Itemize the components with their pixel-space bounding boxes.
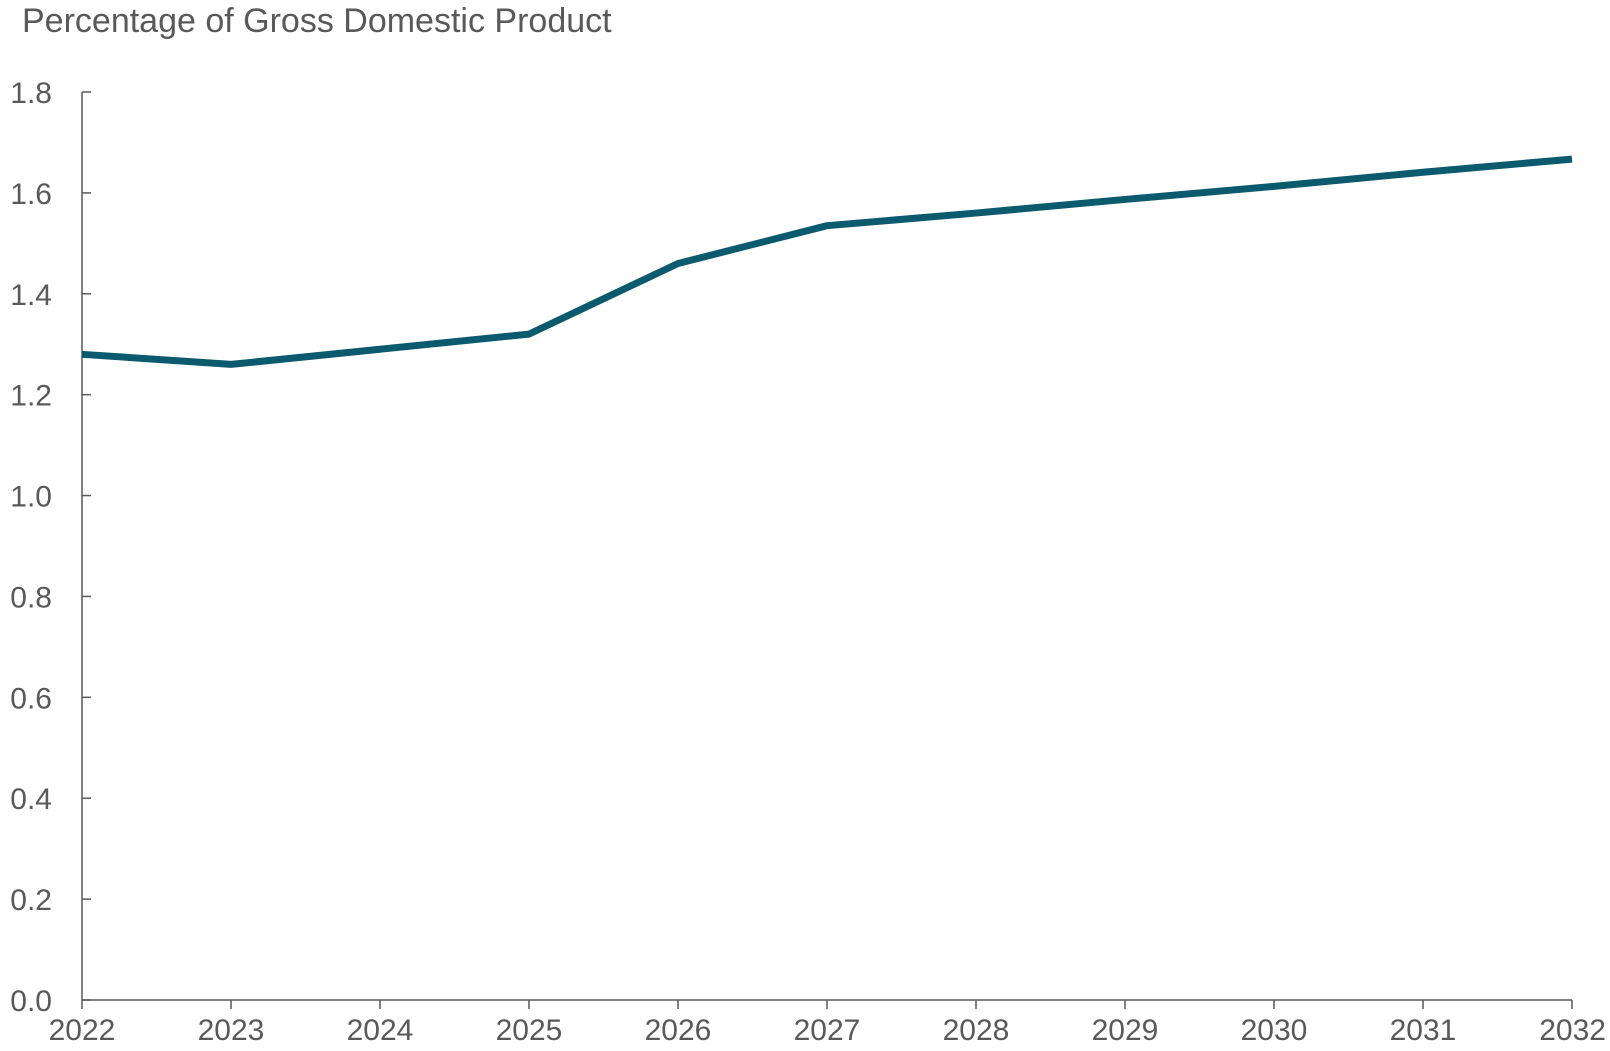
x-tick-label: 2032 [1539, 1014, 1606, 1047]
x-tick-label: 2028 [943, 1014, 1010, 1047]
x-tick-label: 2031 [1390, 1014, 1457, 1047]
y-axis: 0.0 0.2 0.4 0.6 0.8 1.0 1.2 1.4 1.6 1.8 [10, 77, 91, 1018]
y-tick-label: 0.0 [10, 985, 52, 1018]
x-axis: 2022 2023 2024 2025 2026 2027 2028 2029 2030 2031… [49, 999, 1606, 1047]
x-tick-label: 2024 [347, 1014, 414, 1047]
y-tick-label: 1.0 [10, 481, 52, 514]
x-tick-label: 2029 [1092, 1014, 1159, 1047]
y-tick-label: 0.6 [10, 682, 52, 715]
series-layer [81, 155, 1573, 368]
y-tick-label: 1.4 [10, 279, 52, 312]
y-tick-label: 0.8 [10, 581, 52, 614]
y-tick-label: 1.2 [10, 380, 52, 413]
y-tick-label: 1.6 [10, 178, 52, 211]
y-tick-label: 0.2 [10, 884, 52, 917]
chart-title: Percentage of Gross Domestic Product [22, 2, 612, 40]
y-tick-label: 1.8 [10, 77, 52, 110]
y-tick-label: 0.4 [10, 783, 52, 816]
x-tick-label: 2025 [496, 1014, 563, 1047]
x-tick-label: 2026 [645, 1014, 712, 1047]
x-tick-label: 2027 [794, 1014, 861, 1047]
x-tick-label: 2023 [198, 1014, 265, 1047]
x-tick-label: 2022 [49, 1014, 116, 1047]
x-tick-label: 2030 [1241, 1014, 1308, 1047]
series-line [81, 155, 1573, 368]
